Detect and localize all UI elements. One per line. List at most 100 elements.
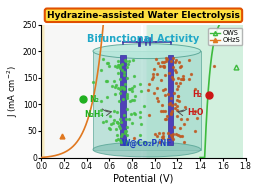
Point — [193, 129, 197, 132]
Bar — [147, 25, 227, 157]
Bar — [147, 25, 195, 157]
Point — [152, 67, 157, 70]
Point — [167, 71, 171, 74]
Point — [158, 64, 162, 67]
Point — [131, 58, 135, 61]
Bar — [146, 25, 178, 157]
Bar — [45, 25, 137, 157]
Bar — [147, 25, 213, 157]
Point — [164, 59, 168, 62]
Point — [178, 126, 182, 129]
Bar — [44, 25, 48, 157]
Bar — [44, 25, 68, 157]
Point — [113, 85, 117, 88]
Bar — [44, 25, 84, 157]
Point — [177, 99, 181, 102]
Bar — [146, 25, 192, 157]
Bar — [146, 25, 158, 157]
Point — [99, 100, 103, 103]
Point — [176, 94, 180, 97]
Point — [133, 113, 137, 116]
Point — [181, 74, 185, 77]
Point — [119, 140, 123, 143]
Point — [115, 121, 119, 124]
Point — [175, 88, 179, 91]
Point — [118, 85, 123, 88]
Bar — [147, 25, 199, 157]
Point — [125, 108, 129, 111]
Point — [130, 99, 134, 102]
Point — [159, 79, 163, 82]
Bar — [120, 55, 126, 145]
Point — [118, 88, 123, 91]
Point — [137, 110, 142, 113]
Point — [125, 134, 129, 137]
Point — [154, 86, 159, 89]
Point — [169, 134, 173, 137]
Bar — [45, 25, 135, 157]
Point — [139, 82, 143, 85]
Point — [102, 57, 106, 60]
Point — [175, 98, 179, 101]
X-axis label: Potential (V): Potential (V) — [113, 174, 174, 184]
Bar — [146, 25, 176, 157]
Point — [101, 121, 105, 124]
Bar — [45, 25, 119, 157]
Bar — [146, 25, 184, 157]
Point — [136, 141, 141, 144]
Bar — [143, 25, 146, 157]
Point — [122, 86, 126, 89]
Bar — [147, 25, 197, 157]
Point — [132, 99, 136, 102]
Point — [105, 61, 109, 64]
Point — [117, 67, 122, 70]
Bar — [147, 25, 211, 157]
Point — [118, 117, 122, 120]
Point — [182, 122, 186, 125]
Text: Bifunctional Activity: Bifunctional Activity — [87, 34, 200, 44]
Point — [118, 78, 122, 81]
Bar — [146, 25, 188, 157]
Bar — [148, 25, 233, 157]
Point — [113, 65, 117, 68]
Bar — [44, 25, 88, 157]
Bar — [147, 25, 231, 157]
Point — [195, 117, 199, 120]
Bar — [146, 25, 164, 157]
Point — [174, 81, 178, 84]
Point — [156, 62, 160, 65]
Point — [117, 65, 121, 68]
Point — [142, 140, 146, 143]
Point — [117, 63, 121, 66]
Point — [169, 112, 173, 115]
Point — [105, 96, 109, 99]
Point — [169, 59, 173, 62]
Point — [151, 75, 155, 78]
Point — [171, 66, 175, 69]
Point — [128, 99, 132, 102]
Point — [124, 118, 128, 121]
Point — [123, 130, 127, 133]
Point — [138, 116, 142, 119]
Point — [132, 112, 136, 115]
Point — [174, 59, 178, 62]
Point — [139, 122, 143, 125]
Point — [160, 135, 164, 138]
Text: W@Co₂P/NF: W@Co₂P/NF — [122, 139, 172, 148]
Point — [112, 80, 116, 83]
Point — [104, 120, 108, 123]
Point — [171, 138, 175, 141]
Point — [98, 69, 103, 72]
Bar — [44, 25, 86, 157]
Point — [181, 141, 186, 144]
Point — [173, 106, 177, 109]
Point — [171, 133, 175, 136]
Bar — [45, 25, 103, 157]
Point — [181, 77, 185, 80]
Bar — [45, 25, 109, 157]
Point — [175, 105, 179, 108]
Bar — [44, 25, 64, 157]
Point — [125, 95, 129, 98]
Point — [162, 64, 166, 67]
Bar — [146, 25, 150, 157]
